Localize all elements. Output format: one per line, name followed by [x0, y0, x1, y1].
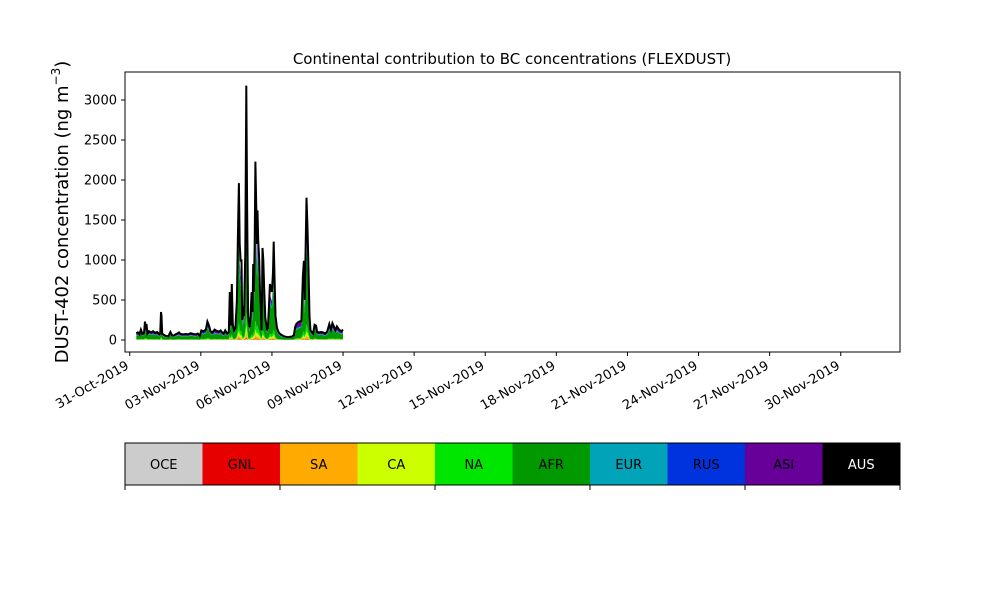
y-tick-label: 2500: [84, 134, 117, 149]
y-tick-label: 1500: [84, 214, 117, 229]
y-tick-label: 3000: [84, 94, 117, 109]
plot-frame: [124, 71, 901, 353]
legend-swatch-aus: [822, 443, 901, 485]
legend-label-afr: AFR: [539, 458, 564, 473]
legend-swatch-afr: [512, 443, 591, 485]
legend-swatch-ca: [357, 443, 436, 485]
legend-label-sa: SA: [310, 458, 327, 473]
legend-swatch-oce: [125, 443, 203, 485]
plot-area: [135, 85, 344, 340]
legend-label-aus: AUS: [848, 458, 875, 473]
y-axis-label: DUST-402 concentration (ng m−3): [49, 61, 73, 364]
legend-label-ca: CA: [387, 458, 405, 473]
legend-label-na: NA: [464, 458, 483, 473]
legend-label-rus: RUS: [693, 458, 720, 473]
chart-title: Continental contribution to BC concentra…: [293, 50, 731, 68]
legend-swatch-asi: [745, 443, 823, 485]
legend-label-eur: EUR: [615, 458, 642, 473]
legend-label-oce: OCE: [150, 458, 178, 473]
legend-swatch-gnl: [202, 443, 281, 485]
y-tick-label: 500: [92, 294, 117, 309]
y-tick-label: 2000: [84, 174, 117, 189]
y-axis: 0 500 1000 1500 2000 2500 3000: [84, 94, 125, 349]
legend-label-gnl: GNL: [228, 458, 256, 473]
y-tick-label: 1000: [84, 254, 117, 269]
legend-frame: [124, 442, 901, 486]
area-oce: [136, 338, 343, 340]
y-tick-label: 0: [109, 334, 117, 349]
colorbar-legend: OCE GNL SA CA NA AFR EUR RUS ASI AUS: [124, 442, 901, 490]
legend-swatch-sa: [280, 443, 358, 485]
area-ca: [136, 324, 343, 340]
y-axis-label-close: ): [52, 61, 73, 68]
area-afr: [136, 174, 343, 340]
legend-label-asi: ASI: [773, 458, 794, 473]
y-axis-label-main: DUST-402 concentration (ng m: [52, 85, 73, 363]
legend-swatch-rus: [667, 443, 746, 485]
legend-swatch-eur: [590, 443, 668, 485]
series-line-aus: [135, 85, 344, 339]
y-axis-label-superscript: −3: [49, 68, 63, 86]
legend-swatch-na: [435, 443, 513, 485]
area-sa: [136, 332, 343, 340]
